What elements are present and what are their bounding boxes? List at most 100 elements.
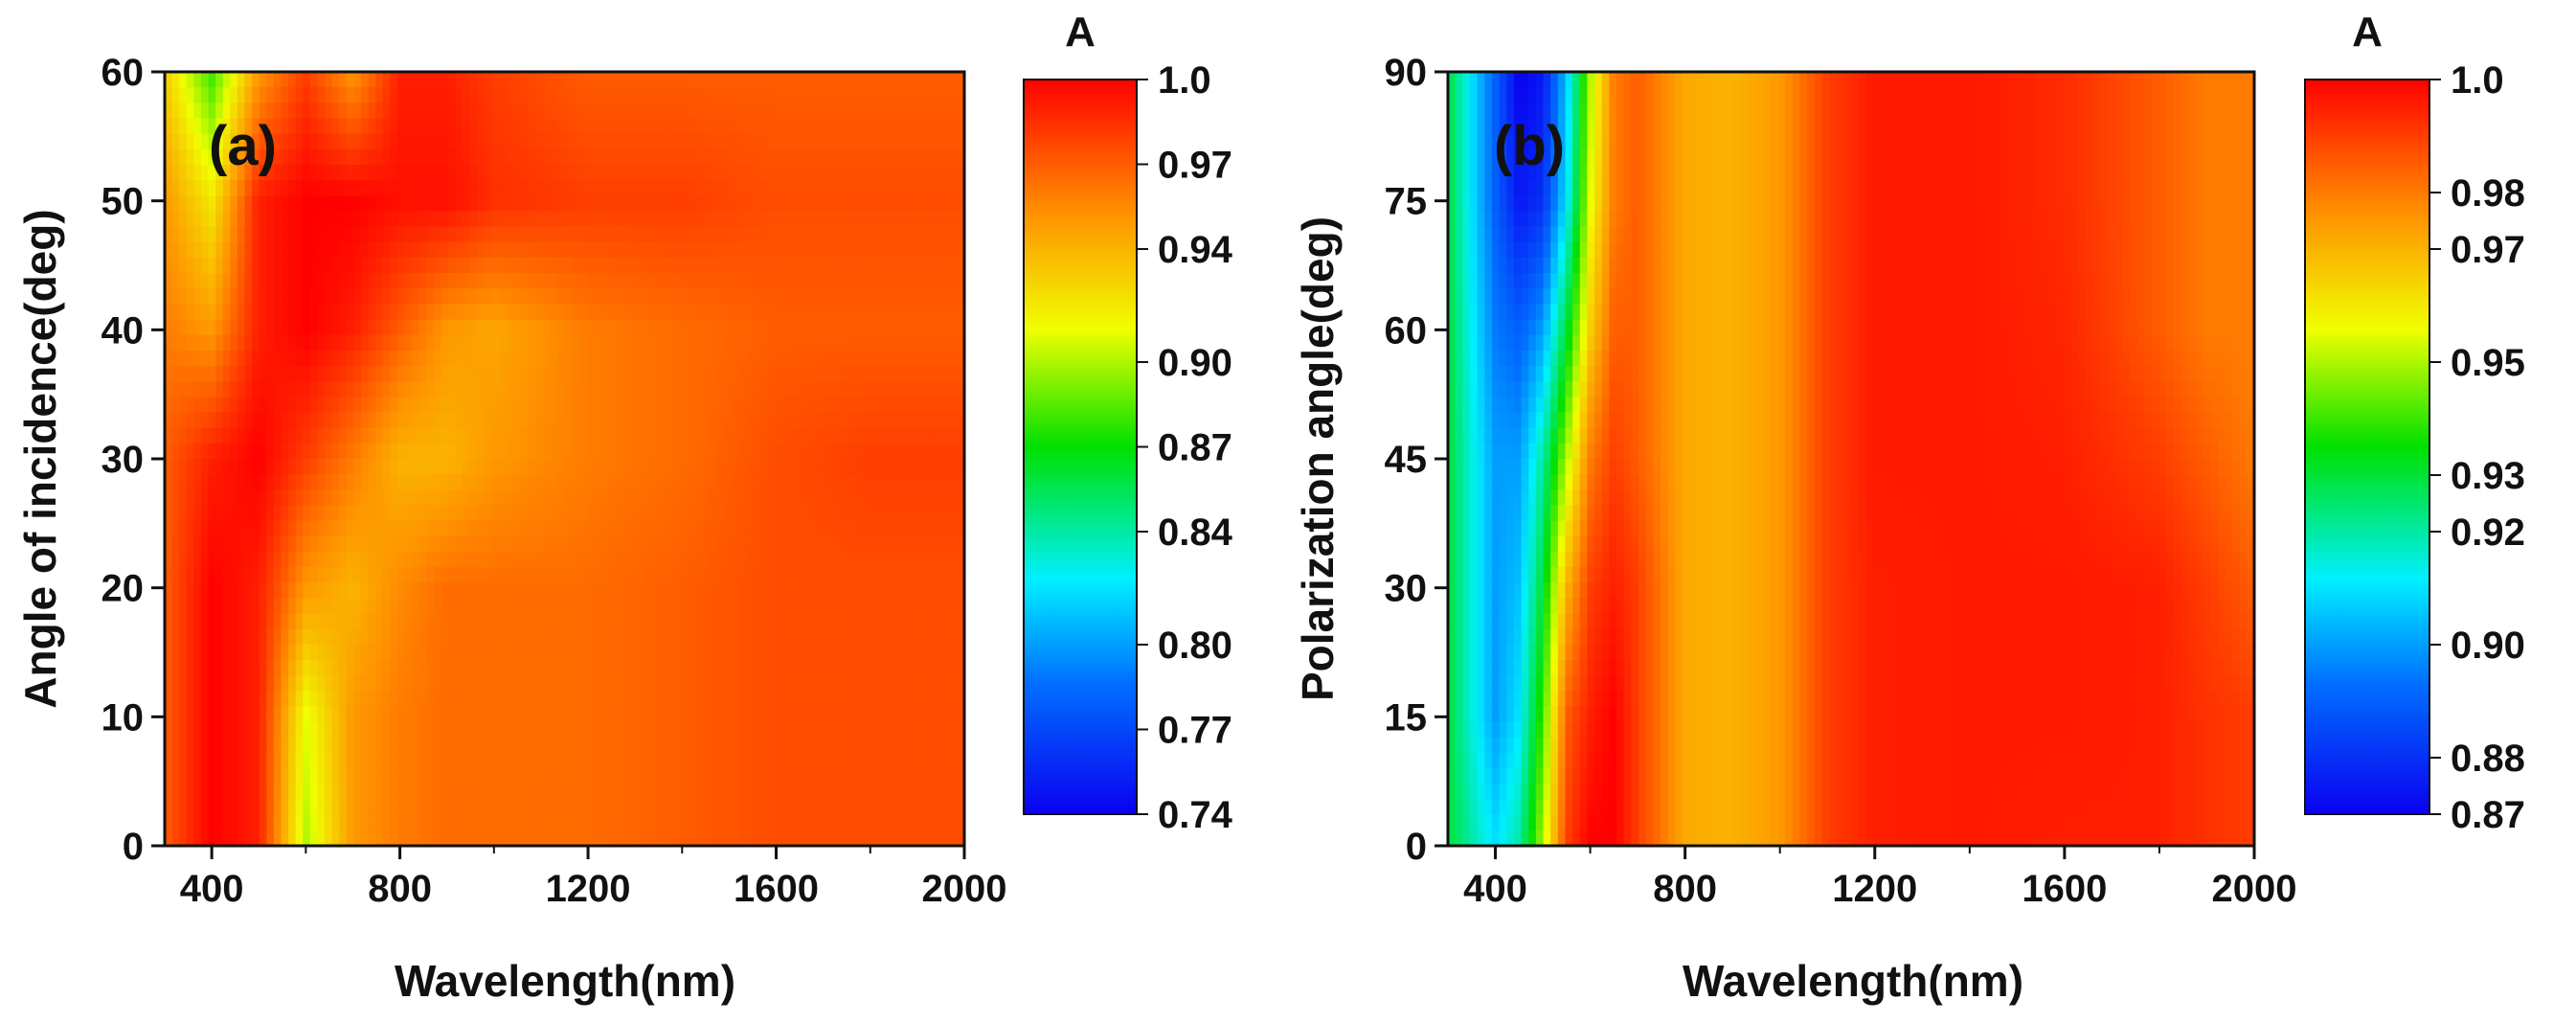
heatmap-cell xyxy=(593,535,602,553)
heatmap-cell xyxy=(760,427,769,444)
heatmap-cell xyxy=(840,427,849,444)
heatmap-cell xyxy=(382,381,392,398)
heatmap-cell xyxy=(222,118,232,135)
heatmap-cell xyxy=(884,520,893,537)
heatmap-cell xyxy=(884,551,893,568)
heatmap-cell xyxy=(266,288,275,306)
heatmap-cell xyxy=(412,768,420,785)
heatmap-cell xyxy=(935,164,944,181)
heatmap-cell xyxy=(578,459,588,475)
heatmap-cell xyxy=(266,706,275,723)
heatmap-cell xyxy=(360,535,370,553)
heatmap-cell xyxy=(732,381,740,398)
heatmap-cell xyxy=(695,257,704,274)
heatmap-cell xyxy=(615,133,624,150)
heatmap-cell xyxy=(259,505,268,522)
heatmap-cell xyxy=(586,72,595,88)
heatmap-cell xyxy=(441,535,449,553)
heatmap-cell xyxy=(906,721,915,739)
heatmap-cell xyxy=(179,102,188,120)
heatmap-cell xyxy=(797,520,805,537)
heatmap-cell xyxy=(309,675,319,693)
heatmap-cell xyxy=(208,118,216,135)
heatmap-cell xyxy=(200,133,210,150)
heatmap-cell xyxy=(840,288,849,306)
heatmap-cell xyxy=(716,582,726,600)
heatmap-cell xyxy=(680,211,689,228)
heatmap-cell xyxy=(629,241,639,259)
heatmap-cell xyxy=(491,535,500,553)
heatmap-cell xyxy=(186,706,195,723)
heatmap-cell xyxy=(455,366,464,382)
heatmap-cell xyxy=(230,520,238,537)
heatmap-cell xyxy=(615,551,624,568)
heatmap-cell xyxy=(266,226,275,243)
heatmap-cell xyxy=(499,474,508,491)
heatmap-cell xyxy=(252,350,260,367)
heatmap-cell xyxy=(463,660,471,677)
heatmap-cell xyxy=(309,691,319,708)
heatmap-cell xyxy=(325,226,333,243)
heatmap-cell xyxy=(288,241,297,259)
heatmap-cell xyxy=(819,226,827,243)
heatmap-cell xyxy=(833,753,842,769)
heatmap-cell xyxy=(847,721,856,739)
heatmap-cell xyxy=(485,675,493,693)
heatmap-cell xyxy=(724,257,733,274)
heatmap-cell xyxy=(382,613,392,630)
heatmap-cell xyxy=(855,412,864,429)
heatmap-cell xyxy=(288,319,297,336)
heatmap-cell xyxy=(666,226,675,243)
heatmap-cell xyxy=(237,304,246,321)
heatmap-cell xyxy=(775,350,784,367)
heatmap-cell xyxy=(331,164,340,181)
heatmap-cell xyxy=(688,102,696,120)
heatmap-cell xyxy=(273,412,282,429)
heatmap-cell xyxy=(564,87,573,104)
heatmap-cell xyxy=(862,551,871,568)
heatmap-cell xyxy=(390,427,398,444)
heatmap-cell xyxy=(244,459,253,475)
heatmap-cell xyxy=(215,427,224,444)
heatmap-cell xyxy=(259,381,268,398)
heatmap-cell xyxy=(513,721,522,739)
heatmap-cell xyxy=(760,628,769,646)
heatmap-cell xyxy=(775,366,784,382)
heatmap-cell xyxy=(288,118,297,135)
heatmap-cell xyxy=(855,721,864,739)
heatmap-cell xyxy=(564,505,573,522)
heatmap-cell xyxy=(738,257,748,274)
heatmap-cell xyxy=(346,334,355,352)
heatmap-cell xyxy=(368,288,376,306)
heatmap-cell xyxy=(753,459,762,475)
heatmap-cell xyxy=(513,520,522,537)
heatmap-cell xyxy=(535,582,544,600)
heatmap-cell xyxy=(928,551,937,568)
heatmap-cell xyxy=(491,350,500,367)
heatmap-cell xyxy=(281,381,289,398)
heatmap-cell xyxy=(651,567,660,584)
heatmap-cell xyxy=(469,412,479,429)
heatmap-cell xyxy=(732,72,740,88)
heatmap-cell xyxy=(949,412,959,429)
heatmap-cell xyxy=(491,489,500,507)
heatmap-cell xyxy=(506,195,515,213)
heatmap-cell xyxy=(600,474,609,491)
heatmap-cell xyxy=(193,520,202,537)
heatmap-cell xyxy=(600,226,609,243)
heatmap-cell xyxy=(898,273,908,290)
heatmap-cell xyxy=(746,675,755,693)
heatmap-cell xyxy=(222,644,232,661)
heatmap-cell xyxy=(463,412,471,429)
heatmap-cell xyxy=(179,520,188,537)
heatmap-cell xyxy=(556,505,566,522)
heatmap-cell xyxy=(339,660,348,677)
heatmap-cell xyxy=(572,133,580,150)
heatmap-cell xyxy=(273,195,282,213)
heatmap-cell xyxy=(535,644,544,661)
heatmap-cell xyxy=(702,721,712,739)
heatmap-cell xyxy=(898,582,908,600)
heatmap-cell xyxy=(906,675,915,693)
heatmap-cell xyxy=(360,737,370,754)
heatmap-cell xyxy=(732,148,740,166)
